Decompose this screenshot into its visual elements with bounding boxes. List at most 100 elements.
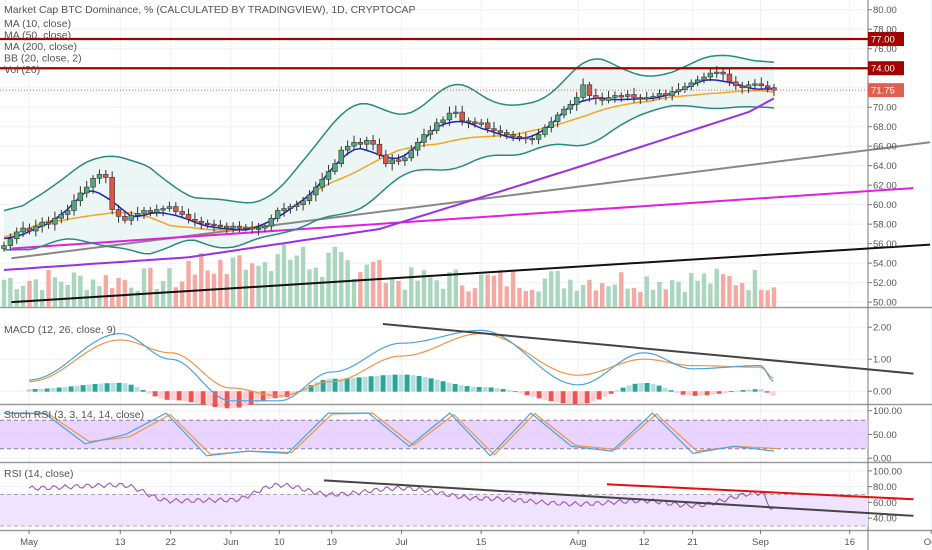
volume-bar: [549, 271, 554, 307]
volume-bar: [1, 279, 7, 307]
candle-up: [71, 200, 77, 211]
macd-hist-negative: [212, 391, 218, 408]
volume-bar: [421, 270, 427, 307]
macd-hist-negative: [542, 391, 548, 400]
macd-hist-negative: [242, 391, 248, 407]
volume-bar: [676, 281, 681, 307]
macd-hist-negative: [284, 391, 290, 397]
legend-ma: MA (200, close): [4, 41, 77, 53]
volume-bar: [574, 290, 579, 307]
resistance-tag: [868, 61, 904, 76]
macd-hist-negative: [200, 391, 206, 405]
macd-hist-positive: [332, 378, 338, 392]
candle-up: [440, 119, 446, 124]
candle-up: [20, 227, 26, 233]
candle-down: [663, 93, 669, 96]
volume-bar: [27, 280, 32, 307]
volume-bar: [631, 287, 637, 307]
legend-vol: Vol (20): [4, 64, 40, 76]
volume-bar: [351, 278, 357, 307]
candle-up: [656, 93, 663, 97]
volume-bar: [52, 277, 58, 307]
candle-down: [739, 85, 745, 89]
macd-signal-line: [29, 333, 774, 397]
x-axis-label: Oct: [924, 537, 932, 548]
candle-up: [453, 111, 459, 114]
macd-hist-positive: [56, 387, 62, 392]
macd-hist-negative: [692, 391, 698, 396]
macd-histogram: [26, 374, 776, 409]
macd-hist-negative: [680, 391, 686, 395]
volume-bar: [218, 259, 223, 307]
volume-bar: [440, 288, 446, 307]
candle-up: [84, 186, 90, 194]
candle-down: [357, 141, 364, 145]
macd-hist-positive: [620, 387, 626, 392]
macd-hist-negative: [236, 391, 242, 408]
macd-hist-positive: [428, 378, 434, 392]
candle-down: [115, 209, 122, 217]
macd-hist-positive: [404, 374, 410, 392]
price-axis-label: 56.00: [873, 239, 897, 250]
macd-hist-positive: [386, 374, 392, 392]
price-axis-label: 80.00: [873, 5, 897, 16]
volume-bar: [332, 246, 338, 307]
candle-up: [707, 72, 714, 78]
volume-bar: [434, 280, 439, 307]
macd-hist-negative: [254, 391, 260, 403]
volume-bar: [663, 289, 669, 307]
volume-bar: [377, 259, 382, 307]
volume-bar: [109, 288, 115, 307]
volume-bar: [657, 281, 662, 307]
macd-hist-positive: [626, 385, 632, 392]
candle-up: [14, 231, 20, 240]
volume-bar: [65, 284, 70, 307]
macd-hist-positive: [614, 390, 620, 392]
macd-hist-positive: [104, 383, 110, 392]
candle-up: [427, 130, 434, 135]
candle-down: [465, 120, 472, 123]
candle-up: [694, 79, 701, 84]
volume-bar: [78, 275, 83, 307]
volume-bar: [39, 290, 45, 307]
macd-hist-positive: [380, 375, 386, 392]
stoch-d-line: [7, 412, 779, 456]
volume-bar: [345, 260, 350, 307]
volume-bar: [689, 273, 694, 307]
x-axis-label: 21: [687, 537, 698, 548]
volume-bar: [90, 279, 96, 307]
macd-hist-positive: [446, 382, 452, 392]
macd-hist-negative: [248, 391, 254, 405]
macd-hist-positive: [344, 378, 350, 392]
volume-bar: [84, 290, 89, 307]
candle-up: [688, 82, 694, 88]
candle-down: [236, 225, 243, 229]
candle-up: [306, 194, 313, 202]
macd-hist-positive: [134, 387, 140, 392]
macd-hist-positive: [38, 388, 44, 392]
candle-down: [510, 134, 516, 137]
volume-bar: [262, 262, 268, 307]
macd-hist-negative: [572, 391, 578, 405]
volume-bar: [122, 279, 128, 307]
macd-hist-positive: [488, 387, 494, 392]
candle-down: [529, 138, 535, 141]
candle-down: [217, 224, 224, 227]
candle-up: [33, 225, 39, 232]
x-axis-label: Jun: [223, 537, 238, 548]
volume-bar: [116, 277, 121, 307]
macd-hist-positive: [506, 390, 512, 392]
candle-up: [141, 210, 147, 214]
volume-bar: [160, 280, 166, 307]
price-tag-label: 71.75: [871, 86, 895, 97]
x-axis-label: May: [20, 537, 38, 548]
candle-up: [669, 91, 675, 96]
macd-hist-positive: [116, 382, 122, 392]
candle-down: [26, 227, 33, 232]
candle-up: [478, 122, 484, 125]
volume-bar: [319, 276, 325, 307]
rsi-trendline-red-divergence: [606, 483, 914, 501]
rsi-axis-label: 60.00: [873, 498, 897, 509]
window-title: Market Cap BTC Dominance, % (CALCULATED …: [4, 4, 416, 16]
